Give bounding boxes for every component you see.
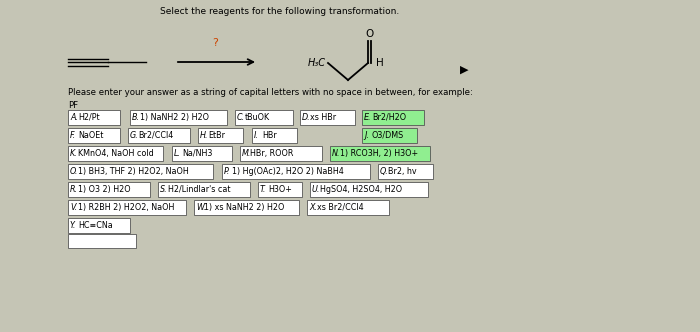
Text: C.: C. <box>237 113 245 122</box>
Text: HBr: HBr <box>262 131 276 140</box>
FancyBboxPatch shape <box>258 182 302 197</box>
FancyBboxPatch shape <box>68 234 136 248</box>
Text: H2/Pt: H2/Pt <box>78 113 99 122</box>
FancyBboxPatch shape <box>194 200 299 215</box>
Text: W.: W. <box>196 203 206 212</box>
FancyBboxPatch shape <box>158 182 250 197</box>
FancyBboxPatch shape <box>172 146 232 161</box>
FancyBboxPatch shape <box>68 218 130 233</box>
Text: U.: U. <box>312 185 321 194</box>
Text: Br2/H2O: Br2/H2O <box>372 113 406 122</box>
Text: J.: J. <box>364 131 369 140</box>
Text: H₃C: H₃C <box>308 58 326 68</box>
Text: HBr, ROOR: HBr, ROOR <box>250 149 293 158</box>
Text: 1) xs NaNH2 2) H2O: 1) xs NaNH2 2) H2O <box>204 203 284 212</box>
FancyBboxPatch shape <box>300 110 355 125</box>
FancyBboxPatch shape <box>252 128 297 143</box>
Text: B.: B. <box>132 113 140 122</box>
Text: Br2/CCl4: Br2/CCl4 <box>138 131 174 140</box>
FancyBboxPatch shape <box>310 182 428 197</box>
Text: K.: K. <box>70 149 78 158</box>
Text: tBuOK: tBuOK <box>245 113 270 122</box>
Text: E.: E. <box>364 113 372 122</box>
Text: Please enter your answer as a string of capital letters with no space in between: Please enter your answer as a string of … <box>68 88 473 110</box>
FancyBboxPatch shape <box>240 146 322 161</box>
Text: Y.: Y. <box>70 221 76 230</box>
Text: O3/DMS: O3/DMS <box>372 131 405 140</box>
Text: ▶: ▶ <box>460 65 468 75</box>
Text: 1) R2BH 2) H2O2, NaOH: 1) R2BH 2) H2O2, NaOH <box>78 203 174 212</box>
Text: H: H <box>376 58 384 68</box>
Text: N.: N. <box>332 149 340 158</box>
Text: HgSO4, H2SO4, H2O: HgSO4, H2SO4, H2O <box>320 185 402 194</box>
Text: G.: G. <box>130 131 139 140</box>
Text: P.: P. <box>224 167 230 176</box>
Text: V.: V. <box>70 203 77 212</box>
Text: 1) BH3, THF 2) H2O2, NaOH: 1) BH3, THF 2) H2O2, NaOH <box>78 167 189 176</box>
Text: H2/Lindlar's cat: H2/Lindlar's cat <box>168 185 230 194</box>
Text: Select the reagents for the following transformation.: Select the reagents for the following tr… <box>160 7 400 16</box>
FancyBboxPatch shape <box>235 110 293 125</box>
Text: S.: S. <box>160 185 167 194</box>
Text: L.: L. <box>174 149 181 158</box>
Text: D.: D. <box>302 113 311 122</box>
FancyBboxPatch shape <box>68 110 120 125</box>
FancyBboxPatch shape <box>68 146 163 161</box>
FancyBboxPatch shape <box>68 200 186 215</box>
FancyBboxPatch shape <box>68 182 150 197</box>
Text: H3O+: H3O+ <box>268 185 292 194</box>
Text: NaOEt: NaOEt <box>78 131 104 140</box>
Text: O: O <box>365 29 373 39</box>
Text: R.: R. <box>70 185 78 194</box>
FancyBboxPatch shape <box>68 164 213 179</box>
Text: X.: X. <box>309 203 317 212</box>
Text: 1) RCO3H, 2) H3O+: 1) RCO3H, 2) H3O+ <box>340 149 418 158</box>
Text: M.: M. <box>242 149 251 158</box>
Text: H.: H. <box>200 131 209 140</box>
FancyBboxPatch shape <box>307 200 389 215</box>
Text: F.: F. <box>70 131 76 140</box>
Text: 1) NaNH2 2) H2O: 1) NaNH2 2) H2O <box>140 113 209 122</box>
FancyBboxPatch shape <box>362 110 424 125</box>
Text: ?: ? <box>212 38 218 48</box>
FancyBboxPatch shape <box>362 128 417 143</box>
Text: I.: I. <box>254 131 259 140</box>
Text: Q.: Q. <box>380 167 389 176</box>
Text: A.: A. <box>70 113 78 122</box>
FancyBboxPatch shape <box>222 164 370 179</box>
FancyBboxPatch shape <box>198 128 243 143</box>
Text: xs HBr: xs HBr <box>310 113 336 122</box>
Text: Br2, hv: Br2, hv <box>388 167 416 176</box>
FancyBboxPatch shape <box>330 146 430 161</box>
Text: T.: T. <box>260 185 267 194</box>
Text: HC≡CNa: HC≡CNa <box>78 221 113 230</box>
FancyBboxPatch shape <box>128 128 190 143</box>
FancyBboxPatch shape <box>130 110 227 125</box>
FancyBboxPatch shape <box>68 128 120 143</box>
Text: O.: O. <box>70 167 78 176</box>
Text: Na/NH3: Na/NH3 <box>182 149 212 158</box>
FancyBboxPatch shape <box>378 164 433 179</box>
Text: KMnO4, NaOH cold: KMnO4, NaOH cold <box>78 149 154 158</box>
Text: 1) O3 2) H2O: 1) O3 2) H2O <box>78 185 131 194</box>
Text: 1) Hg(OAc)2, H2O 2) NaBH4: 1) Hg(OAc)2, H2O 2) NaBH4 <box>232 167 344 176</box>
Text: xs Br2/CCl4: xs Br2/CCl4 <box>317 203 363 212</box>
Text: EtBr: EtBr <box>208 131 225 140</box>
